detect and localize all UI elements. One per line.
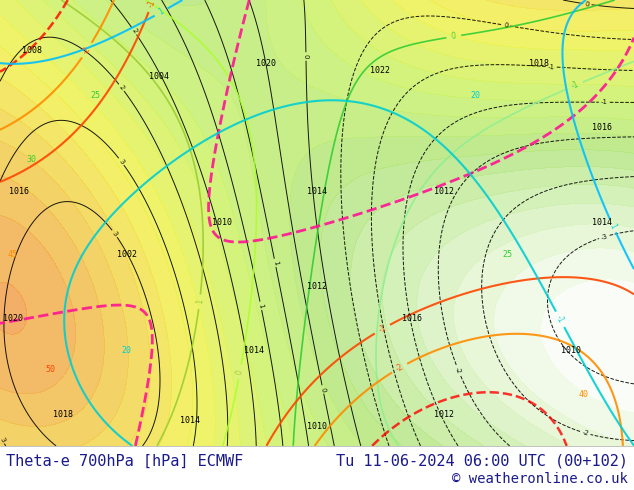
Text: -2: -2 xyxy=(581,429,590,437)
Text: 50: 50 xyxy=(46,365,56,374)
Text: -1: -1 xyxy=(377,323,388,335)
Text: 0: 0 xyxy=(320,387,327,392)
Text: 1010: 1010 xyxy=(212,219,232,227)
Text: 1016: 1016 xyxy=(402,314,422,323)
Text: 45: 45 xyxy=(8,250,18,259)
Text: -2: -2 xyxy=(81,45,93,56)
Text: 1002: 1002 xyxy=(117,250,137,259)
Text: -1: -1 xyxy=(569,80,580,91)
Text: 0: 0 xyxy=(503,22,508,28)
Text: 1012: 1012 xyxy=(307,282,327,291)
Text: 40: 40 xyxy=(578,391,588,399)
Text: -3: -3 xyxy=(600,233,609,241)
Text: 1020: 1020 xyxy=(3,314,23,323)
Text: 1014: 1014 xyxy=(307,187,327,196)
Text: 1020: 1020 xyxy=(256,59,276,68)
Text: 1: 1 xyxy=(608,221,618,230)
Text: 1014: 1014 xyxy=(592,219,612,227)
Text: © weatheronline.co.uk: © weatheronline.co.uk xyxy=(452,471,628,486)
Text: 30: 30 xyxy=(27,155,37,164)
Text: 1016: 1016 xyxy=(592,123,612,132)
Text: 2: 2 xyxy=(131,27,138,35)
Text: 1022: 1022 xyxy=(370,66,391,74)
Text: 3: 3 xyxy=(111,230,119,237)
Text: 0: 0 xyxy=(451,32,457,41)
Text: 1008: 1008 xyxy=(22,47,42,55)
Text: -1: -1 xyxy=(548,64,555,70)
Text: 1: 1 xyxy=(257,303,264,309)
Text: 1014: 1014 xyxy=(180,416,200,425)
Text: 1012: 1012 xyxy=(434,410,454,418)
Text: 1010: 1010 xyxy=(307,422,327,431)
Text: Theta-e 700hPa [hPa] ECMWF: Theta-e 700hPa [hPa] ECMWF xyxy=(6,454,243,469)
Text: 1018: 1018 xyxy=(53,410,74,418)
Text: 1010: 1010 xyxy=(560,346,581,355)
Text: 0: 0 xyxy=(235,368,245,375)
Text: 1018: 1018 xyxy=(529,59,549,68)
Text: 3: 3 xyxy=(0,437,6,443)
Text: 25: 25 xyxy=(502,250,512,259)
Text: 1012: 1012 xyxy=(434,187,454,196)
Text: 0: 0 xyxy=(585,1,590,7)
Text: -2: -2 xyxy=(454,366,462,374)
Text: 0: 0 xyxy=(303,54,309,59)
Text: Tu 11-06-2024 06:00 UTC (00+102): Tu 11-06-2024 06:00 UTC (00+102) xyxy=(335,454,628,469)
Text: 2: 2 xyxy=(118,84,125,91)
Text: 20: 20 xyxy=(470,91,481,100)
Text: 1016: 1016 xyxy=(9,187,29,196)
Text: 25: 25 xyxy=(90,91,100,100)
Text: -1: -1 xyxy=(554,314,566,325)
Text: 1: 1 xyxy=(195,299,204,305)
Text: -1: -1 xyxy=(601,99,608,105)
Text: 1004: 1004 xyxy=(148,72,169,81)
Text: -2: -2 xyxy=(394,362,405,374)
Text: 1: 1 xyxy=(157,7,165,17)
Text: 20: 20 xyxy=(122,346,132,355)
Text: 3: 3 xyxy=(117,158,125,165)
Text: 1: 1 xyxy=(272,260,278,266)
Text: 1014: 1014 xyxy=(243,346,264,355)
Text: -1: -1 xyxy=(146,0,157,9)
